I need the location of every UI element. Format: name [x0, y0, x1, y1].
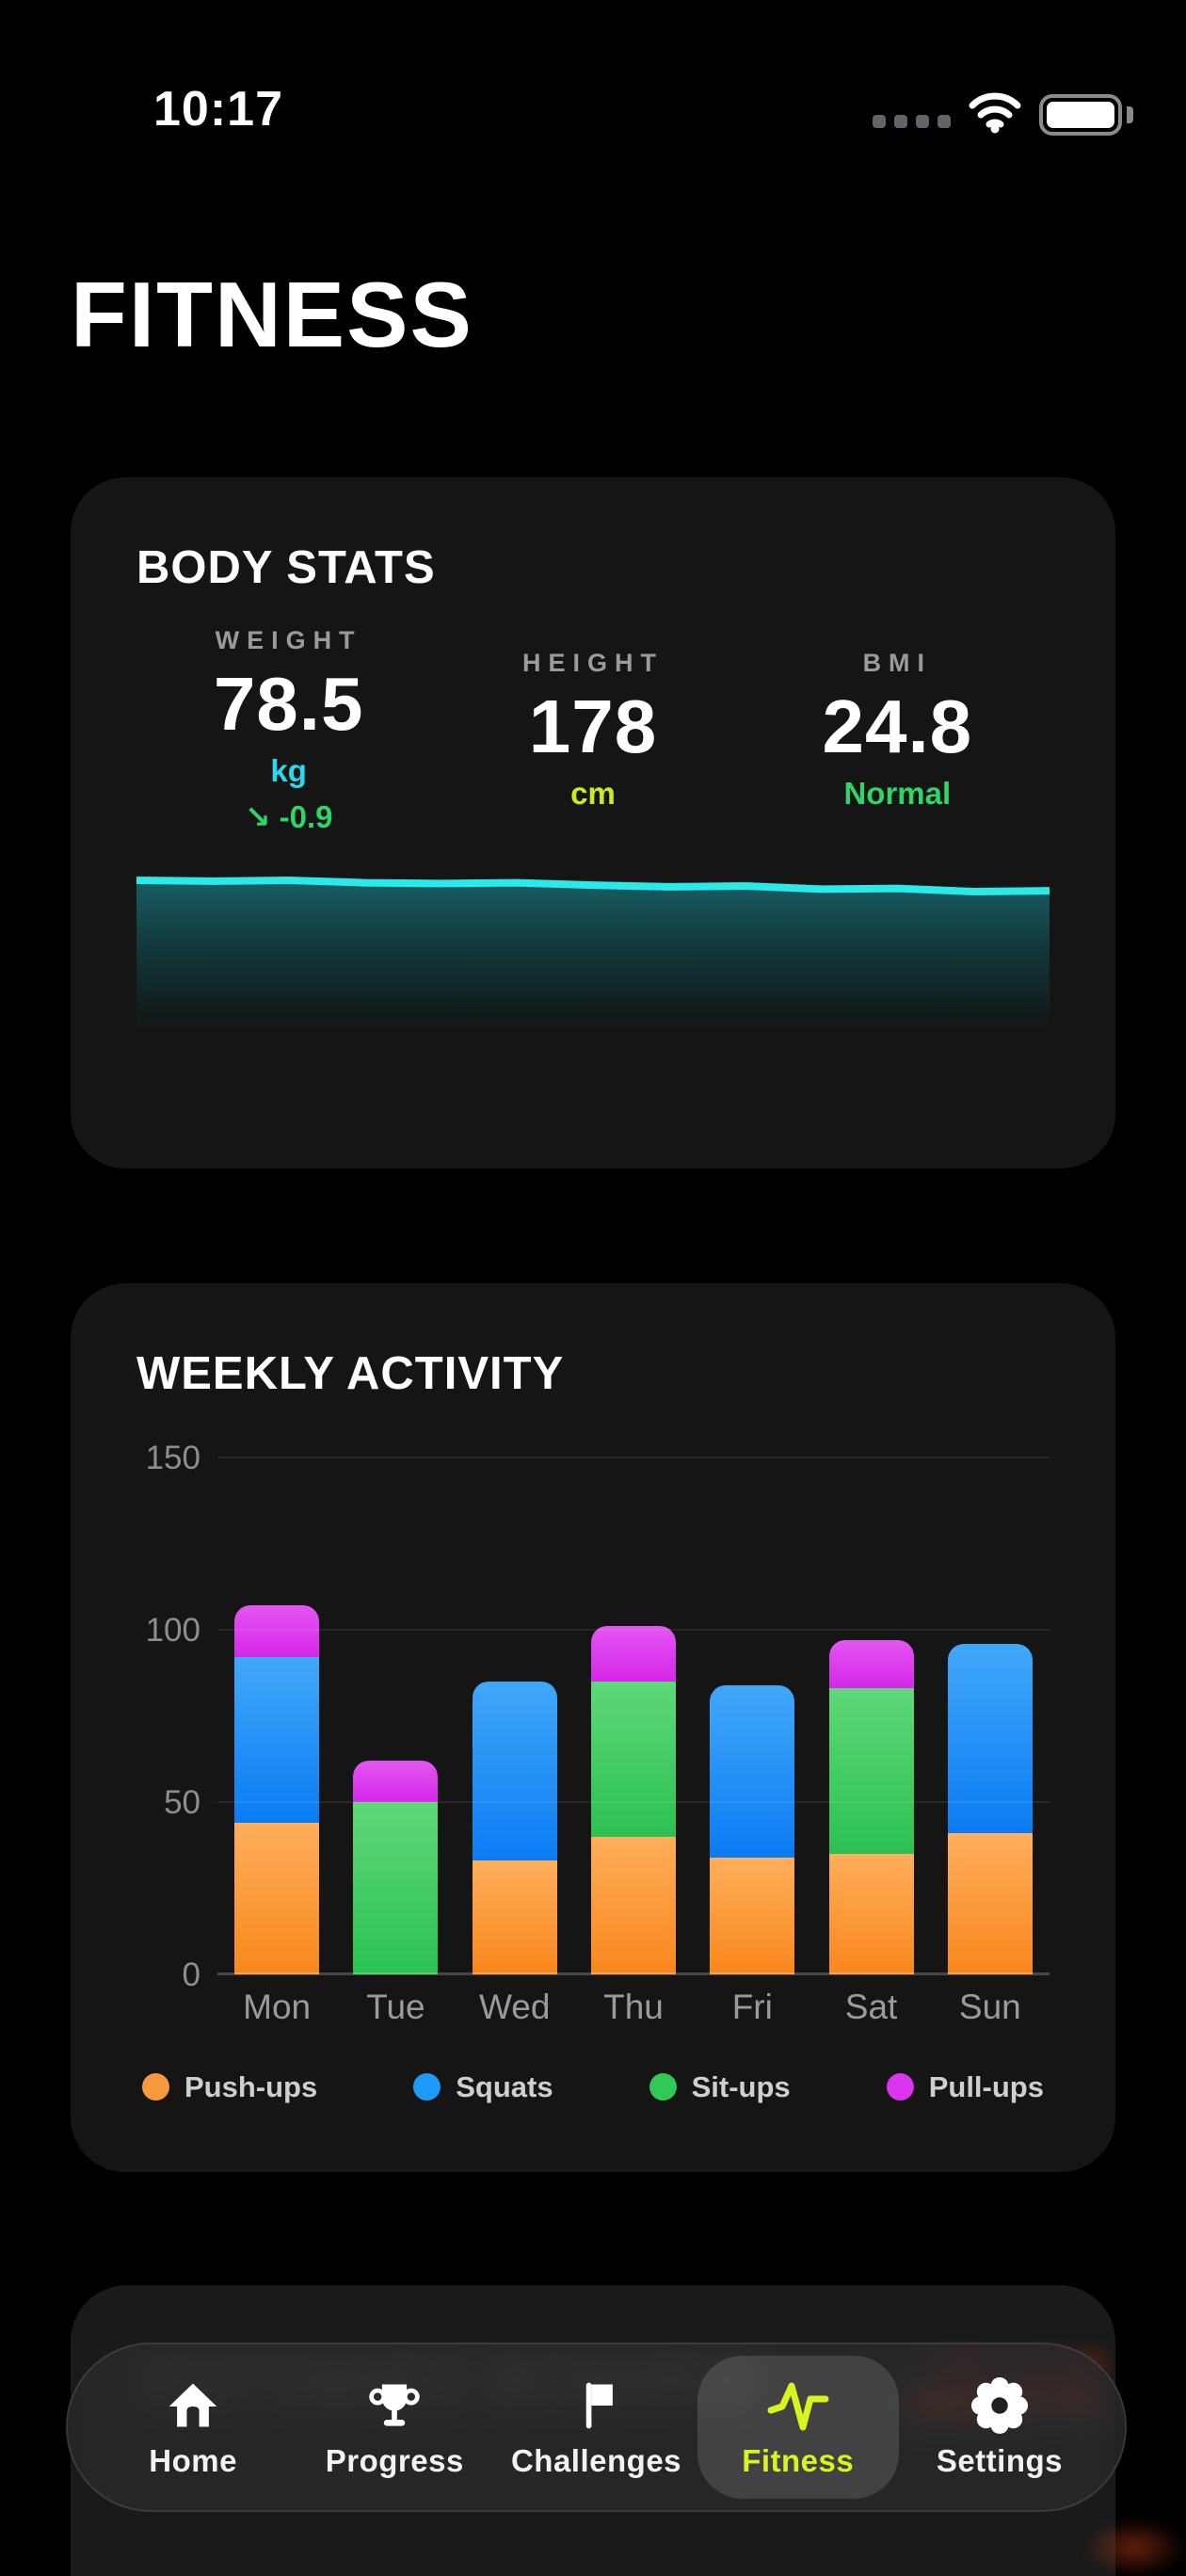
tab-home[interactable]: Home	[92, 2356, 294, 2499]
bar-mon[interactable]	[217, 1457, 336, 1974]
stat-weight-unit: kg	[270, 752, 307, 788]
bar-sun[interactable]	[931, 1457, 1050, 1974]
bar-fri[interactable]	[693, 1457, 811, 1974]
stat-bmi: BMI 24.8 Normal	[745, 649, 1050, 812]
body-stats-title: BODY STATS	[136, 542, 436, 593]
bar-wed[interactable]	[456, 1457, 574, 1974]
flag-icon	[569, 2376, 625, 2435]
legend-label: Push-ups	[184, 2069, 318, 2103]
stat-height: HEIGHT 178 cm	[441, 649, 745, 812]
stat-weight: WEIGHT 78.5 kg ↘ -0.9	[136, 626, 441, 835]
tab-home-label: Home	[149, 2442, 237, 2478]
stat-weight-label: WEIGHT	[215, 625, 362, 654]
page-title: FITNESS	[71, 263, 473, 366]
bar-group	[217, 1457, 1050, 1974]
x-label-sat: Sat	[844, 1987, 898, 2026]
pulse-icon	[763, 2376, 833, 2435]
legend-label: Sit-ups	[691, 2069, 791, 2103]
bar-segment-pushups	[590, 1836, 676, 1974]
body-stats-row: WEIGHT 78.5 kg ↘ -0.9 HEIGHT 178 cm BMI …	[136, 626, 1050, 835]
legend-label: Squats	[456, 2069, 553, 2103]
bar-segment-squats	[472, 1681, 557, 1861]
x-label-tue: Tue	[366, 1987, 425, 2026]
tab-challenges[interactable]: Challenges	[495, 2356, 697, 2499]
legend-item-pullups: Pull-ups	[886, 2069, 1044, 2104]
weekly-activity-card: WEEKLY ACTIVITY 0 50 100 150 Mon Tue Wed Thu Fr…	[71, 1283, 1115, 2172]
bar-tue[interactable]	[336, 1457, 455, 1974]
tab-settings[interactable]: Settings	[899, 2356, 1100, 2499]
bar-segment-pullups	[828, 1639, 914, 1689]
bar-segment-pullups	[590, 1626, 676, 1682]
stat-weight-trend: ↘ -0.9	[244, 798, 333, 834]
legend-dot-icon	[142, 2073, 169, 2101]
bar-segment-pullups	[234, 1605, 320, 1658]
body-stats-card: BODY STATS WEIGHT 78.5 kg ↘ -0.9 HEIGHT …	[71, 477, 1115, 1168]
bar-thu[interactable]	[574, 1457, 693, 1974]
x-label-sun: Sun	[958, 1987, 1021, 2026]
x-label-thu: Thu	[603, 1987, 664, 2026]
weight-trend-chart	[136, 873, 1050, 1040]
flame-glow-decoration	[1082, 2520, 1186, 2576]
legend-dot-icon	[649, 2073, 677, 2101]
cellular-dots-icon	[873, 114, 951, 128]
y-tick-100: 100	[145, 1611, 200, 1649]
battery-icon	[1039, 93, 1133, 136]
weekly-activity-chart: 0 50 100 150	[146, 1440, 1050, 1993]
tab-challenges-label: Challenges	[510, 2442, 682, 2478]
x-label-mon: Mon	[243, 1987, 312, 2026]
x-label-wed: Wed	[478, 1987, 551, 2026]
legend-label: Pull-ups	[928, 2069, 1044, 2103]
bar-segment-pushups	[472, 1860, 557, 1974]
legend-item-situps: Sit-ups	[649, 2070, 791, 2104]
stat-height-label: HEIGHT	[521, 649, 664, 678]
bar-segment-situps	[828, 1688, 914, 1854]
gridline-50	[217, 1800, 1050, 1803]
wifi-icon	[968, 90, 1022, 138]
bottom-tab-bar: Home Progress Challenges F	[66, 2343, 1127, 2512]
gridline-150	[217, 1456, 1050, 1458]
gear-icon	[970, 2376, 1029, 2435]
tab-fitness-label: Fitness	[742, 2442, 855, 2478]
legend-dot-icon	[413, 2073, 441, 2101]
x-label-fri: Fri	[731, 1987, 773, 2026]
legend-item-squats: Squats	[413, 2070, 553, 2104]
clock: 10:17	[153, 82, 283, 137]
tab-fitness[interactable]: Fitness	[697, 2356, 899, 2499]
bar-segment-pushups	[947, 1832, 1033, 1974]
y-tick-0: 0	[182, 1956, 200, 1993]
chart-legend: Push-ups Squats Sit-ups Pull-ups	[136, 2070, 1050, 2104]
bar-segment-situps	[590, 1681, 676, 1837]
bar-segment-pullups	[353, 1761, 439, 1802]
bar-segment-pushups	[234, 1822, 320, 1974]
trophy-icon	[366, 2376, 423, 2435]
stat-bmi-value: 24.8	[822, 684, 973, 769]
status-icons	[873, 90, 1133, 138]
tab-progress-label: Progress	[325, 2442, 464, 2478]
home-icon	[165, 2376, 221, 2435]
bar-sat[interactable]	[811, 1457, 930, 1974]
stat-weight-value: 78.5	[213, 661, 364, 746]
bar-segment-situps	[353, 1801, 439, 1974]
bar-segment-squats	[710, 1684, 795, 1858]
legend-item-pushups: Push-ups	[142, 2070, 317, 2104]
stat-height-value: 178	[528, 684, 658, 769]
tab-progress[interactable]: Progress	[294, 2356, 495, 2499]
tab-settings-label: Settings	[936, 2442, 1063, 2478]
stat-height-unit: cm	[570, 776, 616, 812]
bar-segment-pushups	[828, 1853, 914, 1974]
y-tick-50: 50	[164, 1783, 200, 1821]
stat-bmi-status: Normal	[843, 776, 952, 812]
gridline-100	[217, 1628, 1050, 1631]
weekly-activity-title: WEEKLY ACTIVITY	[136, 1348, 565, 1399]
x-axis-line	[217, 1972, 1050, 1975]
bar-segment-pushups	[710, 1857, 795, 1974]
x-axis-labels: Mon Tue Wed Thu Fri Sat Sun	[217, 1988, 1050, 2027]
y-tick-150: 150	[145, 1439, 200, 1476]
stat-bmi-label: BMI	[862, 649, 933, 678]
status-bar: 10:17	[0, 0, 1186, 151]
bar-segment-squats	[947, 1643, 1033, 1833]
bar-segment-squats	[234, 1657, 320, 1823]
legend-dot-icon	[886, 2073, 914, 2101]
